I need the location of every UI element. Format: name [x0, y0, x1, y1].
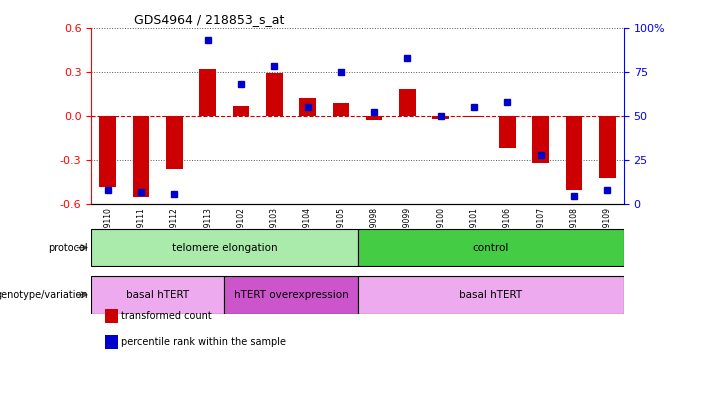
Text: GSM1019102: GSM1019102: [236, 207, 245, 258]
Text: GSM1019103: GSM1019103: [270, 207, 279, 258]
Bar: [233, 106, 250, 116]
Text: GSM1019111: GSM1019111: [137, 207, 146, 258]
Text: control: control: [472, 242, 509, 253]
Text: GSM1019104: GSM1019104: [303, 207, 312, 258]
Bar: [599, 116, 615, 178]
Bar: [166, 116, 183, 169]
Bar: [332, 103, 349, 116]
Text: genotype/variation: genotype/variation: [0, 290, 88, 300]
Text: GSM1019108: GSM1019108: [569, 207, 578, 258]
Bar: [91, 229, 358, 266]
Text: GSM1019107: GSM1019107: [536, 207, 545, 258]
Text: GSM1019101: GSM1019101: [470, 207, 479, 258]
Bar: [299, 98, 316, 116]
Text: GSM1019109: GSM1019109: [603, 207, 612, 258]
Bar: [499, 116, 516, 148]
Text: protocol: protocol: [48, 242, 88, 253]
Bar: [100, 116, 116, 187]
Bar: [199, 69, 216, 116]
Text: GSM1019110: GSM1019110: [103, 207, 112, 258]
Text: GSM1019112: GSM1019112: [170, 207, 179, 258]
Text: basal hTERT: basal hTERT: [126, 290, 189, 300]
Text: GSM1019099: GSM1019099: [403, 207, 412, 258]
Bar: [91, 276, 224, 314]
Text: transformed count: transformed count: [121, 311, 211, 321]
Bar: [366, 116, 383, 120]
Bar: [465, 116, 482, 118]
Text: GDS4964 / 218853_s_at: GDS4964 / 218853_s_at: [134, 13, 284, 26]
Text: GSM1019098: GSM1019098: [369, 207, 379, 258]
Bar: [358, 229, 624, 266]
Bar: [266, 73, 283, 116]
Text: GSM1019106: GSM1019106: [503, 207, 512, 258]
Bar: [566, 116, 583, 189]
Bar: [532, 116, 549, 163]
Bar: [358, 276, 624, 314]
Bar: [433, 116, 449, 119]
Text: GSM1019105: GSM1019105: [336, 207, 346, 258]
Text: basal hTERT: basal hTERT: [459, 290, 522, 300]
Text: GSM1019113: GSM1019113: [203, 207, 212, 258]
Text: hTERT overexpression: hTERT overexpression: [233, 290, 348, 300]
Text: telomere elongation: telomere elongation: [172, 242, 277, 253]
Bar: [399, 90, 416, 116]
Text: GSM1019100: GSM1019100: [436, 207, 445, 258]
Bar: [132, 116, 149, 197]
Bar: [224, 276, 358, 314]
Text: percentile rank within the sample: percentile rank within the sample: [121, 337, 285, 347]
